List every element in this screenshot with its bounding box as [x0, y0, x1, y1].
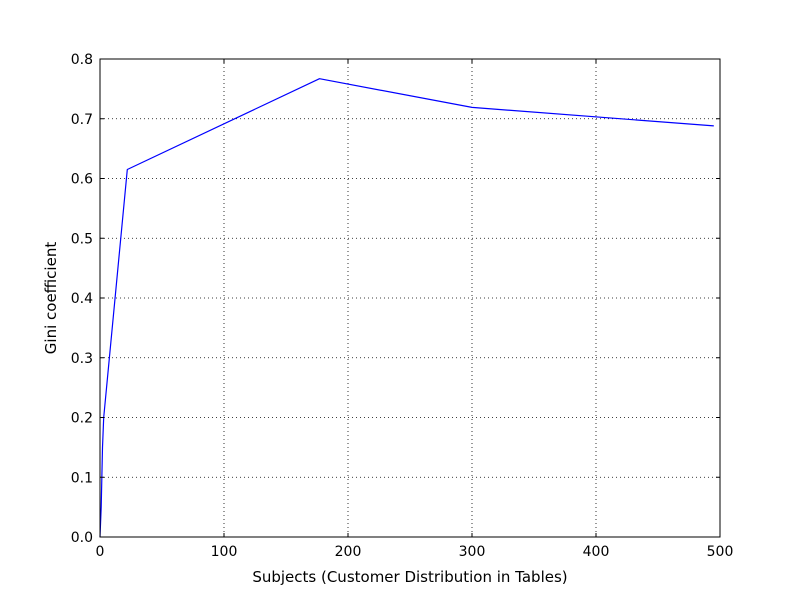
- series-line-0: [99, 78, 714, 538]
- x-tick-label: 100: [211, 544, 238, 560]
- axis-ticks: 0 100 200 300 400 500 0.0 0.1 0.2 0.3 0.4 0.5 0.6 0.7…: [71, 52, 734, 560]
- y-tick-label: 0.8: [71, 52, 93, 68]
- x-axis-label: Subjects (Customer Distribution in Table…: [252, 568, 567, 586]
- y-tick-label: 0.1: [71, 470, 93, 486]
- x-tick-label: 300: [459, 544, 486, 560]
- y-tick-label: 0.5: [71, 231, 93, 247]
- y-tick-label: 0.2: [71, 411, 93, 427]
- y-tick-label: 0.6: [71, 172, 93, 188]
- y-axis-label: Gini coefficient: [42, 242, 60, 355]
- x-tick-label: 400: [583, 544, 610, 560]
- series-group: [99, 78, 714, 538]
- y-tick-label: 0.3: [71, 351, 93, 367]
- y-tick-label: 0.4: [71, 291, 93, 307]
- y-tick-label: 0.7: [71, 112, 93, 128]
- x-tick-label: 200: [335, 544, 362, 560]
- x-tick-label: 500: [707, 544, 734, 560]
- x-tick-label: 0: [96, 544, 105, 560]
- y-tick-label: 0.0: [71, 530, 93, 546]
